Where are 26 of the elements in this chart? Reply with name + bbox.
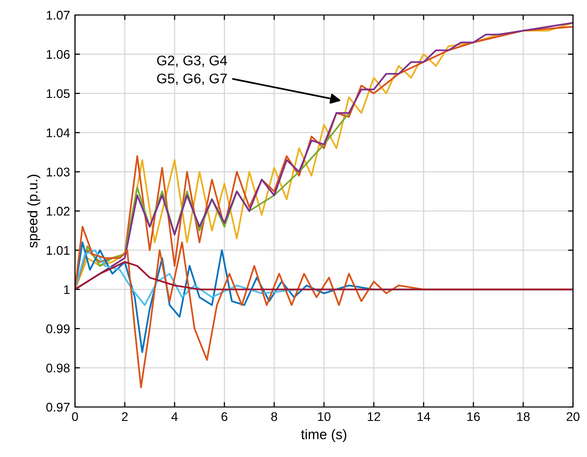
y-tick-label: 1.07 <box>46 10 70 20</box>
line-series <box>75 261 573 290</box>
annotation: G2, G3, G4 G5, G6, G7 <box>157 56 228 86</box>
y-tick-label: 0.97 <box>46 402 70 412</box>
x-tick-label: 10 <box>318 412 330 422</box>
y-tick-label: 1.01 <box>46 246 70 255</box>
x-tick-label: 12 <box>368 412 380 421</box>
x-tick-label: 20 <box>566 412 580 422</box>
x-axis-title: time (s) <box>301 429 346 442</box>
y-tick-label: 1.06 <box>46 50 70 59</box>
y-tick-label: 1.02 <box>46 206 70 216</box>
x-tick-label: 0 <box>72 412 78 422</box>
y-tick-label: 1.03 <box>46 168 70 176</box>
y-tick-label: 0.99 <box>46 324 70 334</box>
y-tick-label: 1.04 <box>46 128 70 138</box>
y-tick-label: 0.98 <box>46 364 70 372</box>
y-tick-label: 1.05 <box>46 89 70 98</box>
x-tick-label: 18 <box>517 412 530 422</box>
x-tick-label: 4 <box>171 412 178 421</box>
x-tick-label: 2 <box>122 412 128 421</box>
x-tick-label: 6 <box>222 412 228 422</box>
x-tick-label: 8 <box>271 412 278 422</box>
x-tick-label: 16 <box>467 412 480 422</box>
x-tick-label: 14 <box>418 412 430 421</box>
y-tick-label: 1 <box>64 285 70 294</box>
y-axis-title: speed (p.u.) <box>27 174 40 248</box>
